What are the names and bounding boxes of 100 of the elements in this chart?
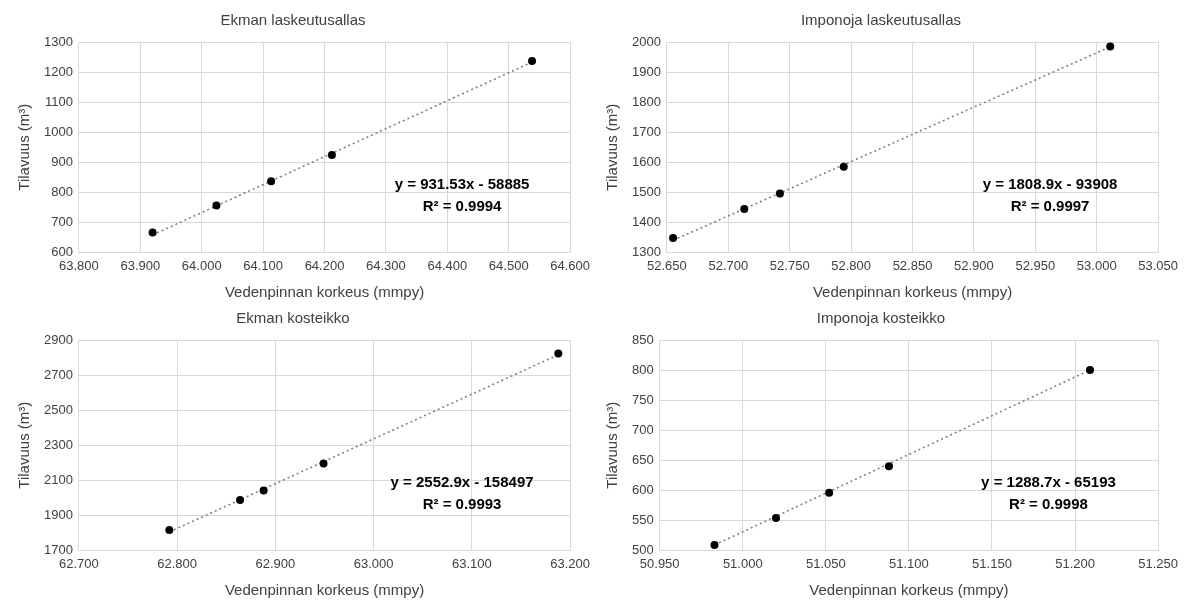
annotation: R² = 0.9993 <box>422 495 502 513</box>
y-tick-label: 1200 <box>44 63 73 79</box>
y-tick-label: 1100 <box>44 93 73 109</box>
x-tick-label: 64.500 <box>488 257 529 273</box>
point <box>839 162 848 171</box>
chart-title: Ekman laskeutusallas <box>220 11 366 29</box>
x-tick-label: 64.100 <box>243 257 283 273</box>
y-tick-label: 2500 <box>44 401 73 417</box>
x-axis-title: Vedenpinnan korkeus (mmpy) <box>809 581 1009 599</box>
point <box>148 228 157 237</box>
y-tick-label: 1300 <box>44 33 73 49</box>
point <box>775 189 784 198</box>
y-tick-label: 800 <box>631 361 654 377</box>
y-tick-label: 1800 <box>632 93 661 109</box>
y-tick-label: 1300 <box>632 243 661 259</box>
y-axis-title: Tilavuus (m³) <box>15 103 33 191</box>
point <box>1086 366 1094 375</box>
y-tick-label: 1900 <box>632 63 661 79</box>
x-tick-label: 50.950 <box>639 555 680 571</box>
x-tick-label: 62.900 <box>255 555 296 571</box>
annotation: y = 931.53x - 58885 <box>394 175 530 193</box>
x-tick-label: 64.400 <box>427 257 468 273</box>
y-axis-title: Tilavuus (m³) <box>15 401 33 489</box>
point <box>740 205 749 214</box>
annotation: R² = 0.9997 <box>1010 197 1090 215</box>
x-tick-label: 51.250 <box>1138 555 1178 571</box>
x-tick-label: 52.950 <box>1015 257 1056 273</box>
x-tick-label: 52.750 <box>769 257 810 273</box>
point <box>212 201 221 210</box>
x-tick-label: 63.900 <box>120 257 161 273</box>
x-tick-label: 63.100 <box>452 555 492 571</box>
x-tick-label: 64.300 <box>366 257 406 273</box>
y-tick-label: 850 <box>631 331 654 347</box>
x-tick-label: 53.000 <box>1076 257 1117 273</box>
point <box>554 349 563 358</box>
x-tick-label: 63.800 <box>59 257 99 273</box>
point <box>710 540 719 549</box>
y-tick-label: 1700 <box>44 541 73 557</box>
x-tick-label: 64.000 <box>181 257 222 273</box>
y-tick-label: 500 <box>631 541 654 557</box>
annotation: R² = 0.9998 <box>1009 495 1088 513</box>
chart-title: Imponoja kosteikko <box>816 309 946 327</box>
y-tick-label: 2000 <box>632 33 661 49</box>
y-tick-label: 1900 <box>44 506 73 522</box>
annotation: y = 1288.7x - 65193 <box>981 473 1116 491</box>
y-tick-label: 2700 <box>44 366 73 382</box>
point <box>327 151 336 160</box>
y-tick-label: 2100 <box>44 471 73 487</box>
point <box>236 495 245 504</box>
y-tick-label: 2900 <box>44 331 73 347</box>
chart-title: Ekman kosteikko <box>236 309 350 327</box>
point <box>528 56 537 65</box>
x-axis-title: Vedenpinnan korkeus (mmpy) <box>812 283 1013 301</box>
annotation: y = 1808.9x - 93908 <box>982 175 1118 193</box>
point <box>165 526 174 535</box>
point <box>319 459 328 468</box>
point <box>1106 42 1115 51</box>
y-tick-label: 600 <box>51 243 73 259</box>
point <box>884 462 893 471</box>
point <box>259 486 268 495</box>
x-tick-label: 51.000 <box>722 555 763 571</box>
y-tick-label: 800 <box>51 183 73 199</box>
y-tick-label: 700 <box>51 213 73 229</box>
x-tick-label: 62.700 <box>59 555 99 571</box>
annotation: R² = 0.9994 <box>422 197 503 215</box>
y-tick-label: 1600 <box>632 153 661 169</box>
x-tick-label: 53.050 <box>1138 257 1178 273</box>
x-tick-label: 63.000 <box>353 555 394 571</box>
x-tick-label: 52.800 <box>831 257 871 273</box>
x-tick-label: 52.900 <box>954 257 994 273</box>
y-axis-title: Tilavuus (m³) <box>603 401 621 489</box>
x-tick-label: 64.600 <box>550 257 590 273</box>
y-tick-label: 2300 <box>44 436 73 452</box>
y-tick-label: 1700 <box>632 123 661 139</box>
x-tick-label: 51.150 <box>972 555 1012 571</box>
point <box>669 233 678 242</box>
y-axis-title: Tilavuus (m³) <box>603 103 621 191</box>
y-tick-label: 1400 <box>632 213 661 229</box>
x-tick-label: 51.100 <box>889 555 929 571</box>
x-tick-label: 51.200 <box>1055 555 1095 571</box>
y-tick-label: 1500 <box>632 183 661 199</box>
y-tick-label: 600 <box>631 481 654 497</box>
annotation: y = 2552.9x - 158497 <box>390 473 534 491</box>
x-tick-label: 64.200 <box>304 257 345 273</box>
point <box>771 513 780 522</box>
x-tick-label: 51.050 <box>805 555 846 571</box>
x-tick-label: 52.650 <box>647 257 687 273</box>
point <box>267 177 276 186</box>
point <box>825 488 834 497</box>
x-axis-title: Vedenpinnan korkeus (mmpy) <box>224 283 425 301</box>
y-tick-label: 700 <box>631 421 654 437</box>
y-tick-label: 750 <box>631 391 654 407</box>
y-tick-label: 550 <box>631 511 654 527</box>
x-tick-label: 62.800 <box>157 555 198 571</box>
x-axis-title: Vedenpinnan korkeus (mmpy) <box>224 581 425 599</box>
y-tick-label: 1000 <box>44 123 73 139</box>
y-tick-label: 900 <box>51 153 73 169</box>
y-tick-label: 650 <box>631 451 654 467</box>
x-tick-label: 52.850 <box>892 257 933 273</box>
x-tick-label: 52.700 <box>708 257 749 273</box>
